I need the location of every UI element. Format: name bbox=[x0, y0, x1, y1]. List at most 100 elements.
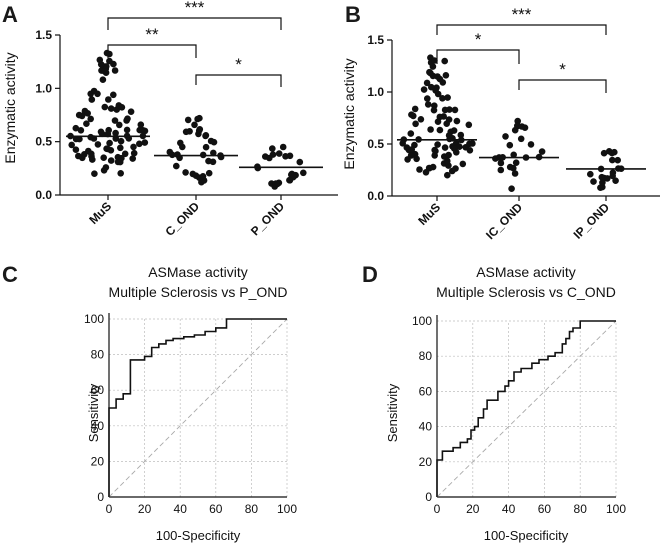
panelB-data-point bbox=[502, 133, 509, 140]
panelA-ytick-label: 0.0 bbox=[35, 188, 52, 202]
panelA-data-point bbox=[111, 117, 119, 124]
panelD-ytick-label: 0 bbox=[425, 490, 432, 504]
panelA-category-label: P_OND bbox=[248, 199, 287, 238]
panelA-data-point bbox=[123, 126, 131, 134]
panelA-data-point bbox=[173, 162, 180, 170]
panelA-data-point bbox=[99, 76, 107, 83]
panelA-data-point bbox=[91, 170, 98, 177]
panel-a-letter: A bbox=[2, 2, 18, 27]
panelD-ytick-label: 100 bbox=[412, 314, 432, 328]
panelA-data-point bbox=[100, 167, 108, 174]
panelB-data-point bbox=[434, 141, 441, 148]
panel-c: C ASMase activity Multiple Sclerosis vs … bbox=[2, 262, 297, 543]
panelC-ytick-label: 20 bbox=[91, 454, 105, 468]
panelA-data-point bbox=[88, 96, 96, 103]
panelA-data-point bbox=[96, 56, 104, 64]
panelA-data-point bbox=[110, 91, 117, 99]
panelA-data-point bbox=[116, 121, 123, 129]
panelD-xtick-label: 20 bbox=[466, 502, 480, 516]
panelA-data-point bbox=[68, 141, 75, 149]
panel-c-letter: C bbox=[2, 262, 18, 287]
panelA-data-point bbox=[202, 132, 209, 140]
panelB-data-point bbox=[457, 131, 465, 139]
panelB-data-point bbox=[441, 57, 449, 65]
panelA-data-point bbox=[136, 140, 143, 148]
panel-c-xlabel: 100-Specificity bbox=[156, 528, 241, 543]
panelA-data-point bbox=[100, 154, 107, 161]
panel-b: B Enzymatic activity 0.0 0.5 1.0 1.5 MuS IC_… bbox=[341, 2, 660, 242]
panelB-data-point bbox=[431, 57, 438, 64]
panelD-xtick-label: 100 bbox=[606, 502, 626, 516]
panelA-data-point bbox=[83, 120, 90, 127]
panelD-ytick-label: 80 bbox=[419, 349, 433, 363]
panelA-category-label: C_OND bbox=[163, 199, 203, 239]
panelB-significance-label: *** bbox=[512, 5, 532, 24]
panelB-significance-bracket bbox=[436, 24, 607, 35]
panelA-data-point bbox=[300, 169, 307, 177]
panelA-data-point bbox=[196, 126, 204, 133]
panelA-data-point bbox=[130, 143, 137, 151]
panelA-data-point bbox=[89, 156, 96, 163]
panelA-data-point bbox=[194, 115, 201, 123]
panelB-data-point bbox=[451, 145, 458, 152]
panelB-data-point bbox=[527, 141, 535, 148]
panelB-data-point bbox=[445, 151, 452, 159]
panelC-ytick-label: 0 bbox=[97, 490, 104, 504]
panelA-data-point bbox=[106, 57, 113, 65]
panelB-data-point bbox=[506, 141, 514, 149]
panelB-category-label: MuS bbox=[415, 200, 443, 228]
panelA-data-point bbox=[205, 157, 212, 165]
panelA-data-point bbox=[107, 105, 115, 112]
panelB-ytick-label: 1.0 bbox=[367, 85, 384, 99]
panelA-data-point bbox=[72, 135, 80, 143]
panelA-data-point bbox=[106, 50, 113, 58]
panelA-data-point bbox=[296, 158, 304, 166]
panelB-data-point bbox=[465, 121, 473, 129]
panelB-data-point bbox=[456, 143, 463, 150]
panelB-ytick-label: 0.0 bbox=[367, 189, 384, 203]
panelA-data-point bbox=[114, 153, 122, 161]
panelB-data-point bbox=[444, 157, 451, 165]
panel-b-ylabel: Enzymatic activity bbox=[341, 58, 357, 169]
panelB-data-point bbox=[436, 126, 444, 134]
panelB-data-point bbox=[448, 167, 456, 175]
panelB-data-point bbox=[407, 152, 415, 159]
panelB-data-point bbox=[609, 156, 616, 164]
panelA-data-point bbox=[202, 143, 210, 151]
panelA-data-point bbox=[75, 152, 82, 160]
panelA-data-point bbox=[105, 96, 112, 103]
panelA-ytick-label: 1.0 bbox=[35, 81, 52, 95]
panelD-ytick-label: 60 bbox=[419, 384, 433, 398]
panelA-significance-label: *** bbox=[185, 0, 205, 17]
panelA-data-point bbox=[118, 104, 126, 111]
panelA-significance-bracket bbox=[195, 74, 282, 87]
panelA-data-point bbox=[279, 143, 287, 151]
panelA-ytick-label: 0.5 bbox=[35, 135, 52, 149]
panelB-data-point bbox=[436, 75, 444, 83]
panelA-ytick-label: 1.5 bbox=[35, 28, 52, 42]
panelA-data-point bbox=[90, 87, 98, 95]
panelB-data-point bbox=[424, 95, 431, 102]
panel-d-ylabel: Sensitivity bbox=[385, 383, 400, 442]
panelD-xtick-label: 40 bbox=[502, 502, 516, 516]
panelB-data-point bbox=[443, 120, 451, 127]
panelA-data-point bbox=[77, 127, 85, 134]
panelB-significance-label: * bbox=[559, 60, 566, 79]
panelA-significance-bracket bbox=[107, 44, 197, 58]
panelB-data-point bbox=[518, 123, 526, 130]
panel-a-ylabel: Enzymatic activity bbox=[2, 52, 18, 163]
panelA-data-point bbox=[87, 115, 94, 123]
panelA-data-point bbox=[94, 141, 102, 148]
panelA-data-point bbox=[117, 144, 124, 152]
panel-c-title-line1: ASMase activity bbox=[148, 264, 248, 280]
panelC-xtick-label: 0 bbox=[106, 502, 113, 516]
panelA-data-point bbox=[129, 155, 136, 162]
panelB-data-point bbox=[590, 178, 597, 185]
panelB-data-point bbox=[420, 86, 428, 93]
panelB-data-point bbox=[451, 106, 459, 114]
panelD-xtick-label: 80 bbox=[574, 502, 588, 516]
panelB-data-point bbox=[517, 135, 525, 143]
panelB-data-point bbox=[511, 170, 519, 177]
panelB-data-point bbox=[459, 160, 467, 168]
